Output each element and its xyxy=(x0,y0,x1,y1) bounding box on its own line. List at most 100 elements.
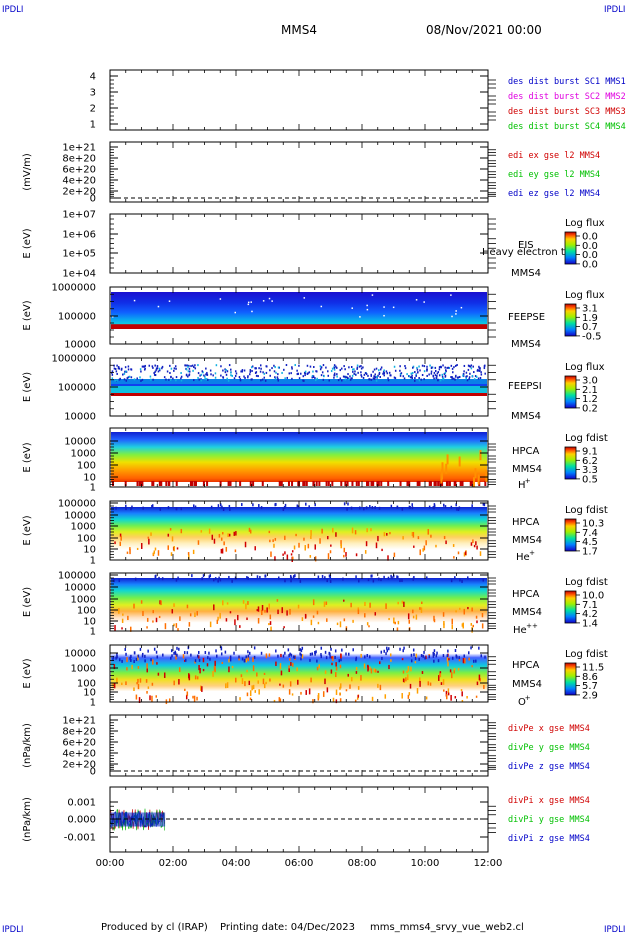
hpca_hepp-pixel xyxy=(412,615,415,619)
feepsi-pixel xyxy=(260,379,262,382)
hpca_o-pixel xyxy=(288,665,290,670)
hpca-h-pixel xyxy=(138,481,141,486)
hpca_o-pixel xyxy=(150,658,152,662)
feepsi-pixel xyxy=(373,375,375,378)
feepsi-pixel xyxy=(454,378,456,381)
hpca_o-pixel xyxy=(406,674,409,681)
feepse-pixel xyxy=(359,316,361,318)
feepsi-pixel xyxy=(451,377,453,380)
feepsi-pixel xyxy=(348,377,350,380)
hpca_o-pixel xyxy=(339,686,341,690)
hpca-h-pixel xyxy=(279,481,282,486)
hpca_he-pixel xyxy=(125,504,127,508)
hpca_o-pixel xyxy=(173,651,175,655)
feepsi-pixel xyxy=(399,372,402,375)
hpca_hepp-pixel xyxy=(146,626,148,629)
hpca_o-pixel xyxy=(433,659,435,663)
feepsi-pixel xyxy=(454,364,457,367)
hpca_o-pixel xyxy=(357,695,359,699)
feepsi-pixel xyxy=(161,365,164,368)
feepsi-pixel xyxy=(155,367,158,370)
hpca_he-pixel xyxy=(286,554,289,561)
y-tick-label: 10000 xyxy=(64,437,96,448)
hpca_o-pixel xyxy=(202,668,205,672)
hpca_o-pixel xyxy=(198,664,200,671)
hpca_hepp-pixel xyxy=(323,601,326,607)
feepsi-pixel xyxy=(204,375,206,378)
feepsi-pixel xyxy=(415,374,417,377)
hpca_he-pixel xyxy=(291,550,294,553)
hpca_he-pixel xyxy=(228,533,231,537)
hpca_hepp-pixel xyxy=(399,579,401,583)
hpca_o-pixel xyxy=(135,694,138,700)
hpca_o-pixel xyxy=(458,659,461,662)
hpca-h-pixel xyxy=(429,481,432,486)
y-axis-label: E (eV) xyxy=(22,587,33,617)
hpca_o-pixel xyxy=(332,655,334,662)
y-axis-label: (nPa/km) xyxy=(22,723,33,768)
feepsi-pixel xyxy=(175,367,177,370)
hpca-h-pixel xyxy=(441,481,444,486)
hpca_he-pixel xyxy=(369,505,371,509)
legend-entry: divPi y gse MMS4 xyxy=(508,815,590,825)
hpca_o-pixel xyxy=(370,668,373,674)
feepsi-pixel xyxy=(355,373,357,376)
hpca_o-pixel xyxy=(258,689,260,695)
hpca_he-pixel xyxy=(154,547,157,551)
feepse-pixel xyxy=(112,316,114,318)
feepse-pixel xyxy=(455,310,457,312)
hpca-h-pixel xyxy=(312,481,315,486)
feepsi-pixel xyxy=(376,375,378,378)
hpca_he-pixel xyxy=(411,506,414,510)
feepsi-pixel xyxy=(440,366,442,369)
hpca_o-pixel xyxy=(447,688,450,694)
feepse-pixel xyxy=(250,301,252,303)
instrument-label: HPCA xyxy=(512,446,540,457)
hpca_he-pixel xyxy=(192,549,195,555)
species-label: He xyxy=(513,625,527,636)
hpca_hepp-pixel xyxy=(472,624,475,628)
hpca_hepp-pixel xyxy=(188,622,191,627)
feepsi-pixel xyxy=(479,369,481,372)
hpca_o-pixel xyxy=(206,663,209,667)
hpca_he-pixel xyxy=(221,505,223,509)
hpca_hepp-pixel xyxy=(357,609,360,615)
hpca_o-pixel xyxy=(292,662,294,667)
hpca_o-pixel xyxy=(245,655,247,659)
feepsi-pixel xyxy=(426,365,428,368)
feepsi-pixel xyxy=(382,370,385,373)
hpca_o-pixel xyxy=(116,677,118,683)
y-tick-label: 1 xyxy=(90,556,96,567)
hpca_hepp-pixel xyxy=(229,611,232,614)
hpca_he-pixel xyxy=(350,506,353,510)
hpca_he-pixel xyxy=(151,505,153,509)
colorbar-tick-label: 0.0 xyxy=(582,250,598,261)
y-tick-label: 1e+21 xyxy=(62,716,96,727)
feepsi-pixel xyxy=(447,366,450,369)
hpca_o-pixel xyxy=(402,649,404,653)
hpca_hepp-pixel xyxy=(277,576,280,580)
hpca_hepp-pixel xyxy=(175,623,178,628)
hpca-h-pixel xyxy=(406,481,409,486)
hpca_o-pixel xyxy=(138,697,141,704)
hpca_o-pixel xyxy=(247,656,250,662)
feepsi-pixel xyxy=(185,373,188,376)
feepsi-pixel xyxy=(306,364,309,367)
feepsi-pixel xyxy=(187,365,189,368)
feepsi-pixel xyxy=(205,367,207,370)
hpca_he-pixel xyxy=(295,533,297,537)
feepsi-pixel xyxy=(362,366,364,369)
feepsi-pixel xyxy=(316,377,318,380)
feepsi-pixel xyxy=(173,369,175,372)
hpca_o-pixel xyxy=(332,697,335,703)
hpca_hepp-pixel xyxy=(339,621,342,628)
hpca_o-pixel xyxy=(345,689,348,692)
hpca_o-pixel xyxy=(294,655,296,659)
feepsi-pixel xyxy=(307,372,309,375)
hpca_he-pixel xyxy=(228,504,231,508)
hpca_he-pixel xyxy=(470,542,473,546)
y-tick-label: 10 xyxy=(83,617,96,628)
feepsi-pixel xyxy=(356,364,359,367)
feepsi-pixel xyxy=(262,371,264,374)
hpca_o-pixel xyxy=(145,679,148,683)
